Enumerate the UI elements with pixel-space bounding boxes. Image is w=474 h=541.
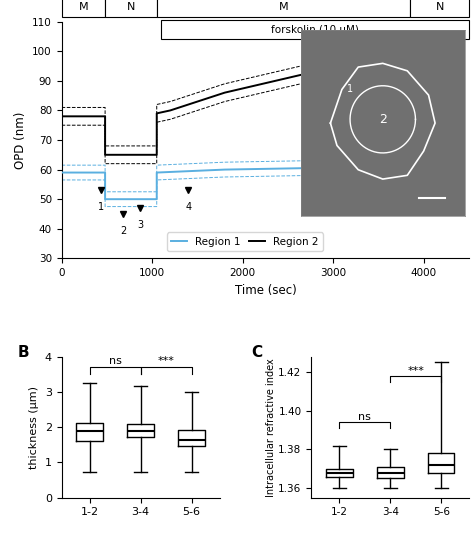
Legend: Region 1, Region 2: Region 1, Region 2: [167, 233, 323, 251]
Text: ***: ***: [158, 357, 174, 366]
Y-axis label: Intracellular refractive index: Intracellular refractive index: [265, 358, 275, 497]
Text: 1: 1: [347, 84, 353, 95]
Y-axis label: OPD (nm): OPD (nm): [14, 111, 27, 169]
Text: N: N: [127, 2, 135, 12]
X-axis label: Time (sec): Time (sec): [235, 283, 296, 296]
Text: 2: 2: [120, 226, 127, 236]
Text: 6: 6: [416, 187, 422, 197]
Text: N: N: [436, 2, 444, 12]
Text: 3: 3: [137, 220, 144, 230]
Text: C: C: [251, 345, 262, 360]
Bar: [105, 0, 157, 17]
Text: ns: ns: [109, 357, 121, 366]
Text: 2: 2: [379, 113, 387, 126]
Bar: [62, 0, 105, 17]
Bar: [161, 20, 469, 39]
Bar: [410, 0, 469, 17]
Text: ***: ***: [407, 366, 424, 375]
Text: M: M: [79, 2, 88, 12]
Text: 5: 5: [386, 164, 392, 174]
Text: M: M: [279, 2, 288, 12]
Y-axis label: thickness (μm): thickness (μm): [29, 386, 39, 469]
Text: forskolin (10 μM): forskolin (10 μM): [271, 25, 359, 35]
Text: 4: 4: [185, 202, 191, 212]
Text: 1: 1: [98, 202, 104, 212]
Bar: [157, 0, 410, 17]
Text: ns: ns: [358, 412, 371, 422]
Text: B: B: [18, 345, 29, 360]
